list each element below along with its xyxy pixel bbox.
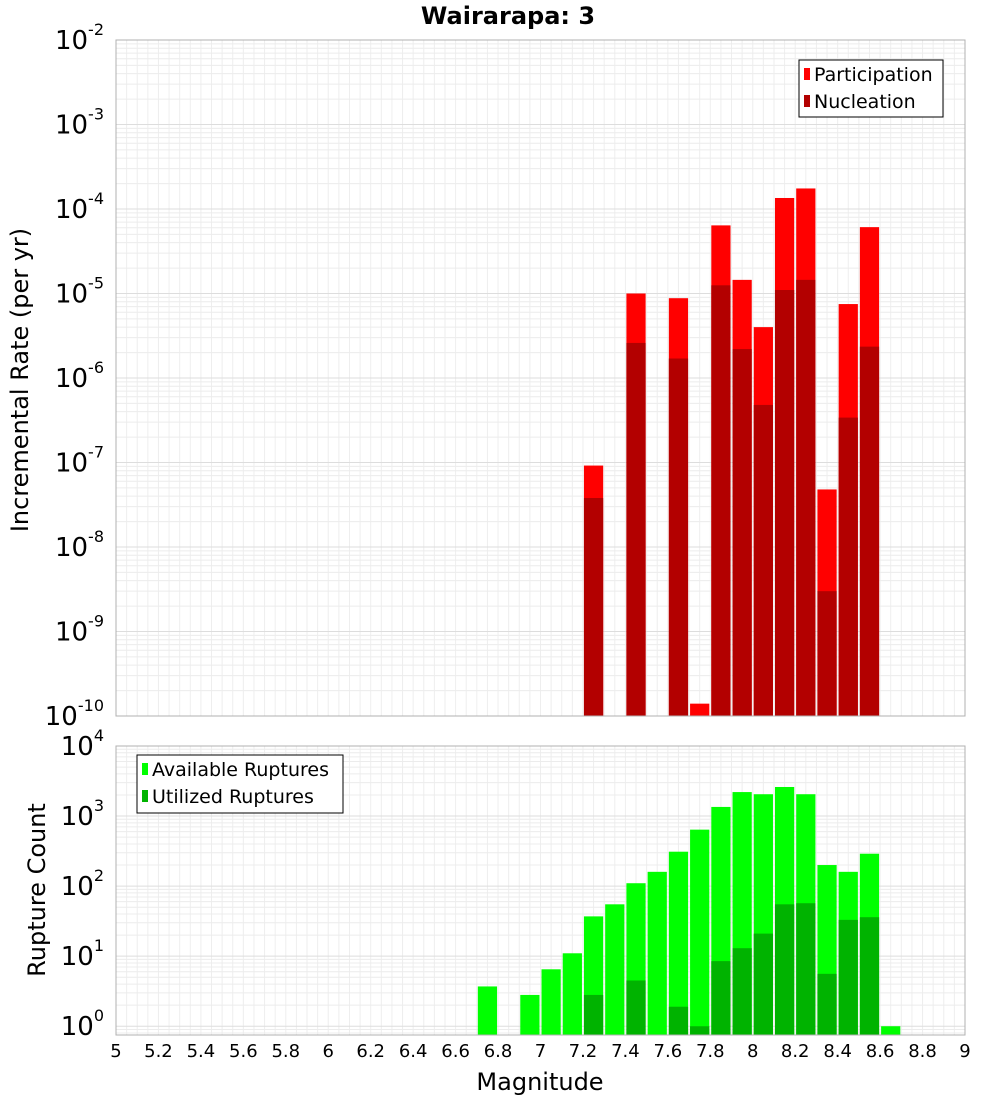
plot-frame [115, 39, 966, 717]
y-tick-label: 10-9 [55, 612, 104, 648]
count-bar-available-ruptures [541, 969, 561, 1035]
count-bar-utilized-ruptures [774, 904, 795, 1035]
rupture-count-plot: 100 101 102 103 104 5 5.2 5.4 5.6 5.8 6 6.2 6.4 6.6 6.… [61, 726, 971, 1062]
y-tick-label: 101 [61, 936, 104, 972]
legend-swatch [142, 790, 148, 802]
rate-bar-nucleation [796, 279, 816, 716]
x-tick-label: 6.4 [399, 1041, 428, 1062]
bars [477, 786, 901, 1035]
legend: Participation Nucleation [798, 59, 944, 118]
incremental-rate-plot: 10-10 10-9 10-8 10-7 10-6 10-5 10-4 10-3 10-2 Par… [45, 20, 966, 732]
count-bar-utilized-ruptures [859, 917, 880, 1035]
count-bar-available-ruptures [477, 986, 498, 1035]
top-y-axis-label: Incremental Rate (per yr) [6, 228, 34, 532]
y-tick-label: 10-4 [55, 189, 104, 225]
x-tick-label: 7.8 [696, 1041, 725, 1062]
x-tick-label: 5.4 [187, 1041, 216, 1062]
y-tick-label: 10-3 [55, 105, 104, 141]
x-axis-label: Magnitude [476, 1068, 603, 1096]
y-tick-label: 10-8 [55, 527, 104, 563]
y-tick-label: 10-7 [55, 443, 104, 479]
count-bar-available-ruptures [668, 851, 689, 1035]
y-tick-label: 103 [61, 796, 104, 832]
legend-entry: Available Ruptures [152, 759, 329, 781]
x-tick-label: 6.6 [441, 1041, 470, 1062]
x-tick-label: 6.2 [356, 1041, 385, 1062]
legend-entry: Participation [814, 64, 933, 86]
rate-bar-nucleation [668, 358, 689, 716]
count-bar-available-ruptures [881, 1026, 901, 1035]
chart-title: Wairarapa: 3 [421, 2, 595, 30]
x-tick-label: 8 [747, 1041, 758, 1062]
count-bar-utilized-ruptures [626, 980, 646, 1035]
count-bar-available-ruptures [605, 904, 625, 1035]
count-bar-utilized-ruptures [668, 1006, 689, 1035]
x-tick-label: 9 [959, 1041, 970, 1062]
legend-swatch [804, 68, 810, 80]
plot-frame [115, 745, 966, 1036]
x-tick-label: 6 [323, 1041, 334, 1062]
legend-box [136, 754, 344, 814]
y-tick-label: 10-5 [55, 274, 104, 310]
x-tick-label: 7.2 [569, 1041, 598, 1062]
rate-bar-nucleation [774, 290, 795, 716]
rate-bar-nucleation [711, 285, 731, 716]
count-bar-utilized-ruptures [838, 919, 858, 1035]
rate-bar-nucleation [626, 342, 646, 716]
x-tick-label: 6.8 [484, 1041, 513, 1062]
y-tick-label: 10-10 [45, 696, 104, 732]
count-bar-available-ruptures [520, 994, 540, 1035]
count-bar-available-ruptures [562, 953, 582, 1035]
count-bar-utilized-ruptures [690, 1026, 710, 1035]
count-bar-utilized-ruptures [711, 961, 731, 1035]
legend-entry: Nucleation [814, 91, 916, 113]
bars [583, 188, 880, 717]
rate-bar-nucleation [817, 591, 837, 716]
y-tick-label: 102 [61, 866, 104, 902]
count-bar-available-ruptures [690, 829, 710, 1035]
y-tick-label: 104 [61, 726, 104, 762]
x-tick-label: 5.8 [271, 1041, 300, 1062]
rate-bar-nucleation [859, 346, 880, 716]
legend-box [798, 59, 944, 118]
x-tick-label: 5.2 [144, 1041, 173, 1062]
legend-swatch [804, 95, 810, 107]
x-tick-label: 8.6 [866, 1041, 895, 1062]
count-bar-utilized-ruptures [796, 903, 816, 1035]
count-bar-available-ruptures [647, 871, 667, 1035]
x-tick-label: 8.8 [908, 1041, 937, 1062]
y-tick-label: 10-6 [55, 358, 104, 394]
legend-swatch [142, 763, 148, 775]
count-bar-utilized-ruptures [753, 933, 773, 1035]
x-tick-label: 8.4 [823, 1041, 852, 1062]
x-tick-label: 5.6 [229, 1041, 258, 1062]
count-bar-utilized-ruptures [732, 948, 752, 1035]
x-tick-label: 8.2 [781, 1041, 810, 1062]
y-tick-label: 100 [61, 1006, 104, 1042]
legend-entry: Utilized Ruptures [152, 786, 314, 808]
x-tick-label: 5 [110, 1041, 121, 1062]
y-tick-label: 10-2 [55, 20, 104, 56]
x-tick-label: 7.6 [654, 1041, 683, 1062]
x-tick-label: 7 [535, 1041, 546, 1062]
rate-bar-nucleation [583, 498, 604, 716]
grid [115, 40, 966, 717]
rate-bar-nucleation [732, 349, 752, 716]
rate-bar-nucleation [753, 404, 773, 716]
bottom-y-axis-label: Rupture Count [23, 803, 51, 977]
legend: Available Ruptures Utilized Ruptures [136, 754, 344, 814]
rate-bar-nucleation [838, 417, 858, 716]
count-bar-utilized-ruptures [583, 994, 604, 1035]
count-bar-utilized-ruptures [817, 973, 837, 1035]
x-tick-label: 7.4 [611, 1041, 640, 1062]
rate-bar-participation [690, 703, 710, 716]
